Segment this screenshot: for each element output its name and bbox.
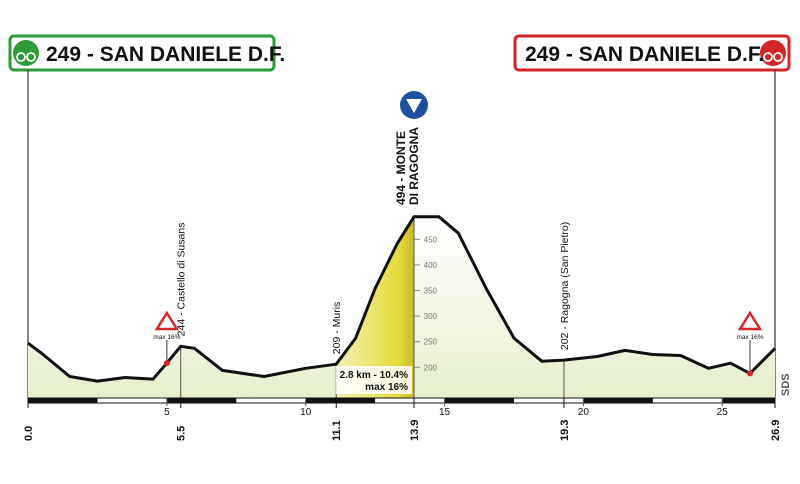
baseline-segment: [444, 398, 514, 403]
baseline-segment: [166, 398, 237, 403]
km-label: 26.9: [770, 420, 782, 441]
baseline: [27, 397, 776, 404]
warning-label: max 16%: [736, 334, 763, 341]
waypoint-label: 202 - Ragogna (San Pietro): [559, 222, 571, 350]
y-tick-label: 350: [424, 287, 438, 296]
climb-shade: [336, 216, 414, 398]
summit-icon-arrow: [405, 99, 422, 113]
km-label: 19.3: [559, 420, 571, 441]
start-label: 249 - SAN DANIELE D.F.: [46, 43, 285, 66]
y-tick-label: 400: [424, 261, 438, 270]
start-box: 249 - SAN DANIELE D.F.: [8, 34, 285, 72]
warning-dot: [747, 370, 754, 377]
x-tick-label: 20: [578, 407, 590, 418]
x-tick-label: 10: [300, 407, 312, 418]
warning-icon: [737, 310, 763, 331]
x-tick-label: 5: [164, 407, 170, 418]
climb-label-bg: [335, 366, 412, 394]
y-tick-label: 250: [424, 338, 438, 347]
baseline-segment: [305, 398, 376, 403]
km-label: 11.1: [331, 420, 343, 441]
km-label: 5.5: [176, 426, 188, 441]
x-tick-label: 25: [717, 407, 729, 418]
waypoint-label: 244 - Castello di Susans: [176, 222, 188, 336]
y-tick-label: 450: [424, 235, 438, 244]
baseline-segment: [583, 398, 653, 403]
y-tick-label: 300: [424, 312, 438, 321]
finish-label: 249 - SAN DANIELE D.F.: [525, 43, 764, 66]
km-label: 13.9: [409, 420, 421, 441]
x-tick-label: 15: [439, 407, 451, 418]
warning-icon: [154, 310, 180, 331]
km-label: 0.0: [23, 426, 35, 441]
profile-line: [27, 215, 777, 383]
waypoint-label: DI RAGOGNA: [407, 127, 421, 205]
waypoint-label: 209 - Muris: [331, 302, 343, 355]
waypoint-label: 494 - MONTE: [394, 131, 408, 205]
climb-label: max 16%: [365, 382, 408, 393]
warning-label: max 16%: [153, 334, 180, 341]
baseline-segment: [28, 398, 98, 403]
y-tick-label: 200: [424, 363, 438, 372]
brand: SDS: [780, 373, 792, 396]
warning-dot: [163, 360, 170, 367]
climb-label: 2.8 km - 10.4%: [340, 370, 408, 381]
finish-box: 249 - SAN DANIELE D.F.: [513, 34, 791, 72]
baseline-segment: [722, 398, 775, 403]
